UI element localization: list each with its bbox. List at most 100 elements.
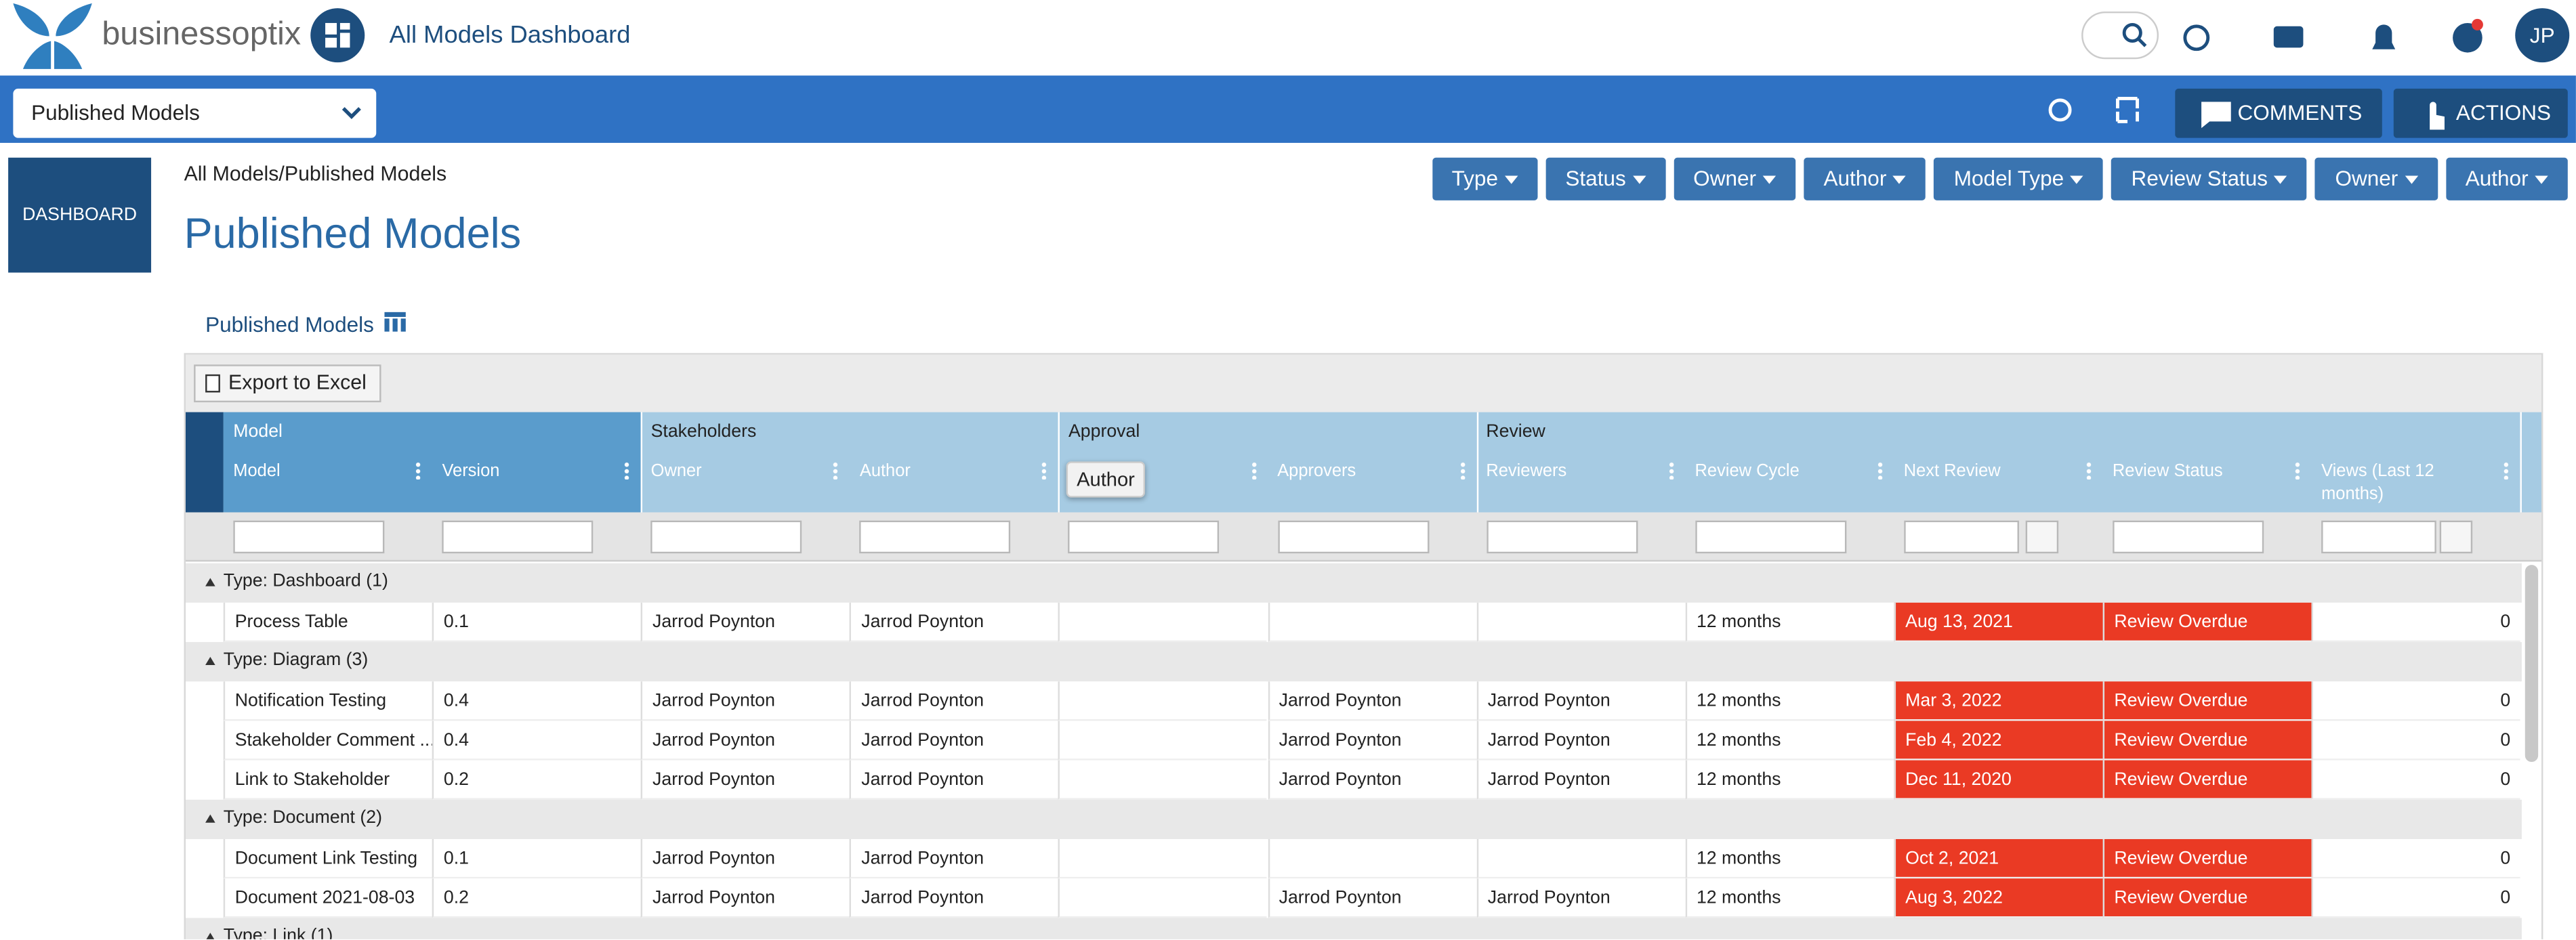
column-header: Review Cycle	[1695, 461, 1800, 482]
column-menu[interactable]	[2295, 461, 2300, 480]
tooltip: Author	[1066, 461, 1145, 498]
breadcrumb-current: Published Models	[284, 163, 447, 186]
filter-button[interactable]: Author	[2445, 157, 2568, 200]
grid-cell: Jarrod Poynton	[641, 721, 850, 761]
column-menu[interactable]	[1251, 461, 1256, 480]
column-header: Version	[442, 461, 500, 482]
column-menu[interactable]	[1877, 461, 1883, 480]
column-menu[interactable]	[415, 461, 421, 480]
grid-cell: Jarrod Poynton	[641, 602, 850, 643]
filter-button[interactable]: Review Status	[2111, 157, 2308, 200]
actions-button[interactable]: ACTIONS	[2393, 88, 2568, 138]
header-icons	[2183, 18, 2483, 53]
grid-cell: Jarrod Poynton	[641, 681, 850, 721]
column-filter-input[interactable]	[650, 520, 802, 554]
column-filter-input[interactable]	[1695, 520, 1846, 554]
column-menu[interactable]	[2504, 461, 2509, 480]
grid-cell: Stakeholder Comment ...	[223, 721, 432, 761]
grid-cell: Aug 3, 2022	[1894, 878, 2103, 918]
expand-toggle[interactable]	[205, 933, 215, 940]
column-filter-input[interactable]	[859, 520, 1011, 554]
row-group-label: Type: Document (2)	[223, 807, 382, 828]
filter-button[interactable]: Type	[1432, 157, 1538, 200]
column-filter-input[interactable]	[2321, 520, 2436, 554]
column-filter-input[interactable]	[1068, 520, 1220, 554]
column-header: Reviewers	[1486, 461, 1567, 482]
filter-button[interactable]: Owner	[1674, 157, 1796, 200]
grid-cell: Jarrod Poynton	[850, 839, 1059, 879]
column-filter-input[interactable]	[233, 520, 385, 554]
grid-cell	[1476, 839, 1685, 879]
row-group-header	[185, 799, 2522, 840]
column-header: Views (Last 12 months)	[2321, 461, 2434, 505]
column-menu[interactable]	[1459, 461, 1465, 480]
dashboard-tile[interactable]: DASHBOARD	[8, 157, 152, 273]
grid-cell: 0.2	[432, 878, 642, 918]
column-header: Approvers	[1277, 461, 1356, 482]
column-filter-input[interactable]	[1486, 520, 1638, 554]
column-filter-input[interactable]	[1277, 520, 1429, 554]
row-group-label: Type: Diagram (3)	[223, 650, 369, 670]
column-menu[interactable]	[1042, 461, 1047, 480]
row-group-header	[185, 918, 2522, 940]
filter-button[interactable]: Model Type	[1934, 157, 2104, 200]
grid-cell: 0.2	[432, 760, 642, 800]
grid-cell: Jarrod Poynton	[1476, 878, 1685, 918]
actions-icon	[2430, 102, 2445, 130]
logo-icon	[13, 3, 92, 69]
data-grid: Export to Excel Model Model Version Stakehol…	[184, 353, 2543, 940]
grid-cell: Jarrod Poynton	[850, 760, 1059, 800]
grid-cell: 0	[2311, 721, 2520, 761]
export-button[interactable]: Export to Excel	[194, 364, 381, 403]
grid-cell: Process Table	[223, 602, 432, 643]
avatar[interactable]: JP	[2515, 8, 2570, 63]
grid-cell: Jarrod Poynton	[1267, 878, 1476, 918]
model-dropdown[interactable]: Published Models	[13, 88, 377, 138]
grid-cell: Jarrod Poynton	[641, 878, 850, 918]
column-menu[interactable]	[1668, 461, 1674, 480]
filter-bar: Type Status Owner Author Model Type Review St…	[1424, 157, 2568, 200]
filter-button[interactable]: Owner	[2315, 157, 2438, 200]
column-menu[interactable]	[833, 461, 839, 480]
dropdown-label: Published Models	[31, 100, 200, 125]
apps-button[interactable]	[310, 8, 365, 63]
grid-cell: Jarrod Poynton	[850, 602, 1059, 643]
grid-cell: 12 months	[1684, 721, 1894, 761]
grid-cell: Jarrod Poynton	[850, 721, 1059, 761]
grid-cell: Feb 4, 2022	[1894, 721, 2103, 761]
header-left-strip	[185, 412, 224, 513]
grid-cell: Link to Stakeholder	[223, 760, 432, 800]
grid-cell: 0.4	[432, 721, 642, 761]
expand-toggle[interactable]	[205, 656, 215, 666]
grid-cell	[1058, 721, 1268, 761]
grid-cell: Review Overdue	[2102, 760, 2312, 800]
model-group-bg	[223, 412, 642, 513]
grid-cell: Jarrod Poynton	[1267, 721, 1476, 761]
group-divider	[641, 412, 643, 513]
column-menu[interactable]	[2086, 461, 2092, 480]
expand-toggle[interactable]	[205, 578, 215, 586]
grid-cell: 0	[2311, 760, 2520, 800]
grid-cell: Jarrod Poynton	[850, 878, 1059, 918]
filter-button[interactable]: Status	[1545, 157, 1665, 200]
filter-button[interactable]: Author	[1804, 157, 1926, 200]
group-divider	[1058, 412, 1060, 513]
grid-cell	[1267, 839, 1476, 879]
breadcrumb-root[interactable]: All Models	[184, 163, 279, 186]
column-filter-input[interactable]	[442, 520, 594, 554]
grid-cell	[1476, 602, 1685, 643]
breadcrumb: All Models/Published Models	[184, 163, 447, 186]
search-box[interactable]	[2081, 11, 2159, 60]
column-group-label: Review	[1486, 422, 1545, 442]
row-group-header	[185, 642, 2522, 682]
column-filter-input[interactable]	[2112, 520, 2264, 554]
spinner[interactable]	[2439, 520, 2473, 554]
grid-cell: 0	[2311, 681, 2520, 721]
grid-cell: Jarrod Poynton	[1476, 721, 1685, 761]
expand-toggle[interactable]	[205, 814, 215, 823]
column-filter-input[interactable]	[1903, 520, 2019, 554]
column-menu[interactable]	[624, 461, 630, 480]
date-picker[interactable]	[2025, 520, 2058, 554]
grid-cell	[1058, 602, 1268, 643]
column-header: Owner	[650, 461, 702, 482]
